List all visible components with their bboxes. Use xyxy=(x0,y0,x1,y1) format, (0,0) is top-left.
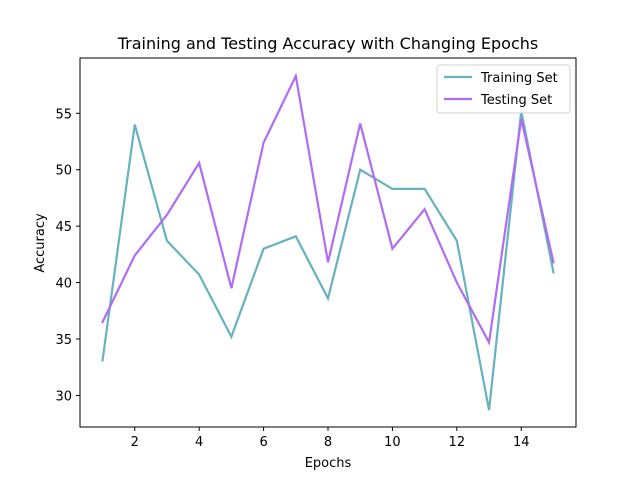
series-line-testing xyxy=(101,72,555,346)
y-tick-label: 45 xyxy=(55,220,72,235)
x-tick-label: 8 xyxy=(324,435,332,450)
y-tick-label: 55 xyxy=(55,107,72,122)
legend-entry: Testing Set xyxy=(480,93,552,108)
x-tick-label: 4 xyxy=(195,435,203,450)
y-tick-label: 50 xyxy=(55,164,72,179)
x-tick-label: 10 xyxy=(384,435,401,450)
chart-title: Training and Testing Accuracy with Chang… xyxy=(117,34,538,53)
x-axis-label: Epochs xyxy=(305,456,352,471)
y-tick-label: 35 xyxy=(55,333,72,348)
x-tick-label: 14 xyxy=(513,435,530,450)
x-tick-label: 2 xyxy=(131,435,139,450)
x-tick-label: 6 xyxy=(259,435,267,450)
y-axis-label: Accuracy xyxy=(33,213,48,273)
y-tick-label: 30 xyxy=(55,389,72,404)
series-line-training xyxy=(101,110,555,411)
legend-entry: Training Set xyxy=(480,71,558,86)
legend: Training Set Testing Set xyxy=(436,64,571,114)
series-layer xyxy=(101,72,555,411)
x-axis: 2 4 6 8 10 12 14 xyxy=(131,427,530,450)
y-tick-label: 40 xyxy=(55,277,72,292)
x-tick-label: 12 xyxy=(449,435,466,450)
y-axis: 30 35 40 45 50 55 xyxy=(55,107,80,404)
